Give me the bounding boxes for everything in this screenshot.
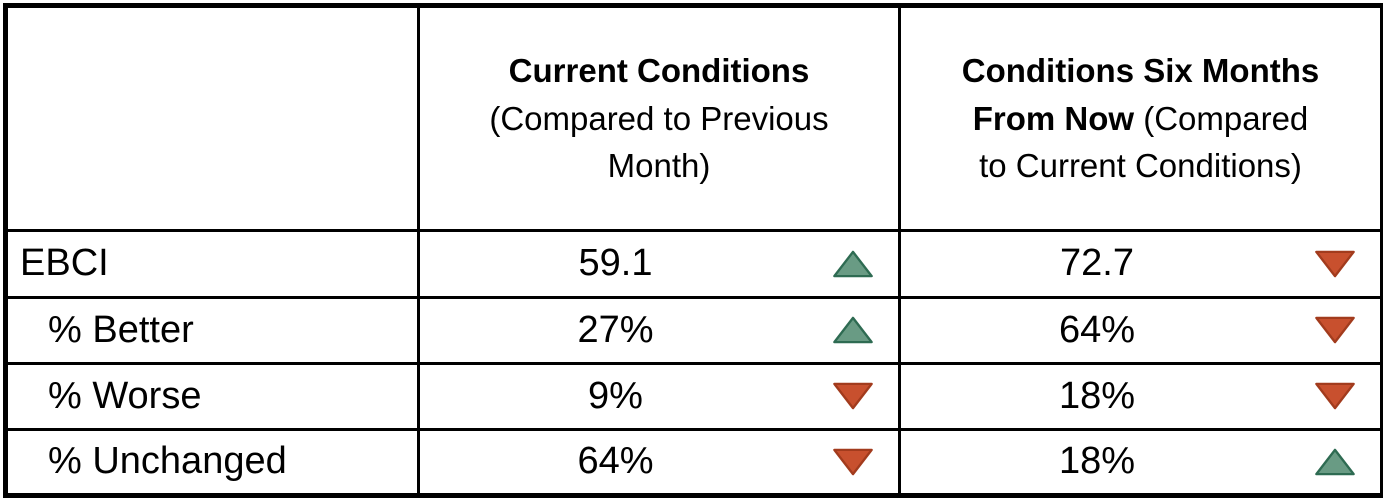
trend-indicator	[1314, 316, 1356, 344]
cell-value: 9%	[588, 374, 643, 417]
header-bold-text: From Now	[972, 99, 1135, 137]
trend-down-icon	[833, 448, 873, 476]
cell-value: 18%	[1058, 374, 1136, 417]
trend-down-icon	[833, 382, 873, 410]
ebci-six-months-cell: 72.7	[898, 229, 1383, 299]
header-line: (Compared to Previous	[424, 95, 894, 143]
worse-six-months-cell: 18%	[898, 361, 1383, 431]
better-six-months-cell: 64%	[898, 295, 1383, 365]
ebci-table-container: Current Conditions (Compared to Previous…	[3, 3, 1383, 498]
header-regular-text: (Compared to Previous	[489, 99, 829, 137]
header-regular-text: Month)	[607, 147, 711, 185]
table-row-better: % Better 27% 64%	[4, 295, 1383, 365]
header-line: From Now (Compared	[905, 95, 1376, 143]
header-bold-text: Current Conditions	[508, 52, 810, 90]
table-row-worse: % Worse 9% 18%	[4, 361, 1383, 431]
header-row: Current Conditions (Compared to Previous…	[4, 3, 1383, 233]
trend-up-icon	[833, 316, 873, 344]
header-line: to Current Conditions)	[905, 142, 1376, 190]
worse-current-cell: 9%	[417, 361, 901, 431]
header-regular-text: to Current Conditions)	[979, 147, 1302, 185]
trend-indicator	[1314, 250, 1356, 278]
header-line: Month)	[424, 142, 894, 190]
table-row-unchanged: % Unchanged 64% 18%	[4, 427, 1383, 498]
trend-indicator	[832, 250, 874, 278]
header-line: Conditions Six Months	[905, 47, 1376, 95]
trend-indicator	[1314, 448, 1356, 476]
ebci-conditions-table: Current Conditions (Compared to Previous…	[3, 3, 1383, 498]
header-current-conditions: Current Conditions (Compared to Previous…	[417, 3, 901, 233]
row-label: % Worse	[4, 361, 420, 431]
row-label: % Better	[4, 295, 420, 365]
trend-indicator	[832, 316, 874, 344]
row-label: % Unchanged	[4, 427, 420, 498]
trend-up-icon	[1315, 448, 1355, 476]
row-label: EBCI	[4, 229, 420, 299]
trend-up-icon	[833, 250, 873, 278]
header-line: Current Conditions	[424, 47, 894, 95]
better-current-cell: 27%	[417, 295, 901, 365]
cell-value: 64%	[577, 440, 654, 483]
trend-down-icon	[1315, 316, 1355, 344]
cell-value: 18%	[1058, 440, 1136, 483]
header-six-months: Conditions Six Months From Now (Compared…	[898, 3, 1383, 233]
cell-value: 59.1	[578, 242, 653, 285]
trend-down-icon	[1315, 382, 1355, 410]
trend-down-icon	[1315, 250, 1355, 278]
header-empty-cell	[4, 3, 420, 233]
unchanged-six-months-cell: 18%	[898, 427, 1383, 498]
cell-value: 72.7	[1060, 242, 1134, 285]
cell-value: 27%	[577, 308, 654, 351]
header-bold-text: Conditions Six Months	[961, 52, 1320, 90]
trend-indicator	[1314, 382, 1356, 410]
trend-indicator	[832, 448, 874, 476]
ebci-current-cell: 59.1	[417, 229, 901, 299]
trend-indicator	[832, 382, 874, 410]
unchanged-current-cell: 64%	[417, 427, 901, 498]
cell-value: 64%	[1058, 308, 1136, 351]
header-regular-text: (Compared	[1134, 99, 1309, 137]
table-row-ebci: EBCI 59.1 72.7	[4, 229, 1383, 299]
